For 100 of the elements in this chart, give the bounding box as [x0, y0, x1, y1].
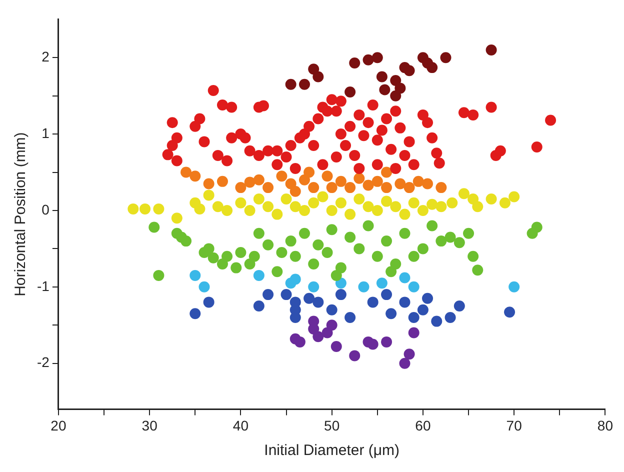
point: [372, 176, 383, 187]
point: [203, 296, 214, 308]
point: [290, 250, 301, 262]
point: [194, 203, 206, 214]
point: [322, 327, 333, 338]
point: [253, 174, 264, 186]
point: [354, 243, 365, 254]
point: [422, 178, 434, 190]
point: [344, 182, 356, 194]
point: [304, 292, 315, 304]
point: [212, 201, 224, 212]
point: [290, 201, 301, 212]
point: [253, 300, 264, 312]
point: [335, 197, 346, 208]
point: [362, 220, 374, 232]
point: [180, 166, 192, 178]
point: [436, 182, 447, 194]
point: [308, 316, 320, 327]
point: [440, 52, 452, 64]
point: [486, 44, 497, 56]
point: [431, 316, 442, 327]
point: [372, 52, 383, 64]
point: [390, 75, 402, 86]
point: [399, 272, 410, 284]
point: [153, 270, 164, 281]
x-axis-title: Initial Diameter (μm): [264, 442, 400, 460]
point: [208, 252, 219, 264]
point: [317, 191, 328, 202]
point: [262, 201, 274, 212]
point: [308, 197, 320, 208]
point: [216, 176, 228, 187]
point: [290, 186, 301, 197]
point: [504, 306, 516, 318]
point: [344, 208, 356, 220]
point: [308, 182, 320, 194]
point: [312, 239, 324, 250]
point: [280, 289, 292, 300]
point: [372, 204, 383, 216]
point: [198, 281, 210, 292]
point: [531, 222, 542, 233]
point: [463, 228, 474, 239]
point: [285, 178, 296, 190]
point: [362, 54, 374, 66]
y-tick-label: -1: [36, 278, 50, 294]
point: [253, 194, 264, 205]
point: [376, 71, 388, 82]
point: [362, 201, 374, 212]
x-tick-label: 40: [232, 417, 249, 434]
point: [379, 84, 390, 96]
point: [322, 170, 333, 182]
point: [312, 296, 324, 308]
point: [298, 174, 310, 186]
point: [508, 191, 520, 202]
point: [486, 194, 497, 205]
point: [326, 224, 338, 236]
point: [408, 327, 420, 338]
point: [426, 62, 438, 74]
point: [454, 237, 465, 248]
point: [358, 281, 370, 292]
point: [372, 250, 383, 262]
point: [272, 266, 283, 278]
point: [390, 90, 402, 102]
point: [262, 182, 274, 194]
point: [394, 178, 406, 190]
point: [244, 204, 256, 216]
point: [344, 232, 356, 243]
point: [408, 312, 420, 323]
point: [394, 82, 406, 94]
point: [308, 258, 320, 270]
point: [312, 331, 324, 342]
point: [272, 208, 283, 220]
point: [472, 201, 484, 212]
point: [417, 204, 428, 216]
point: [508, 281, 520, 292]
point: [436, 201, 447, 212]
point: [235, 247, 246, 258]
x-tick-label: 20: [50, 417, 66, 434]
point: [386, 308, 397, 320]
point: [280, 194, 292, 205]
point: [304, 166, 315, 178]
y-tick-label: -2: [36, 354, 50, 370]
point: [422, 292, 434, 304]
point: [140, 203, 151, 214]
point: [203, 178, 214, 190]
x-tick-label: 70: [506, 417, 522, 434]
point: [290, 274, 301, 285]
y-tick-label: 2: [42, 48, 50, 64]
point: [454, 300, 465, 312]
point: [390, 201, 402, 212]
point: [222, 250, 233, 262]
point: [153, 203, 164, 214]
point: [362, 180, 374, 191]
point: [262, 239, 274, 250]
point: [148, 222, 160, 233]
point: [444, 312, 456, 323]
point: [446, 197, 458, 208]
point: [349, 350, 360, 362]
point: [354, 172, 365, 184]
point: [399, 296, 410, 308]
point: [417, 304, 428, 316]
